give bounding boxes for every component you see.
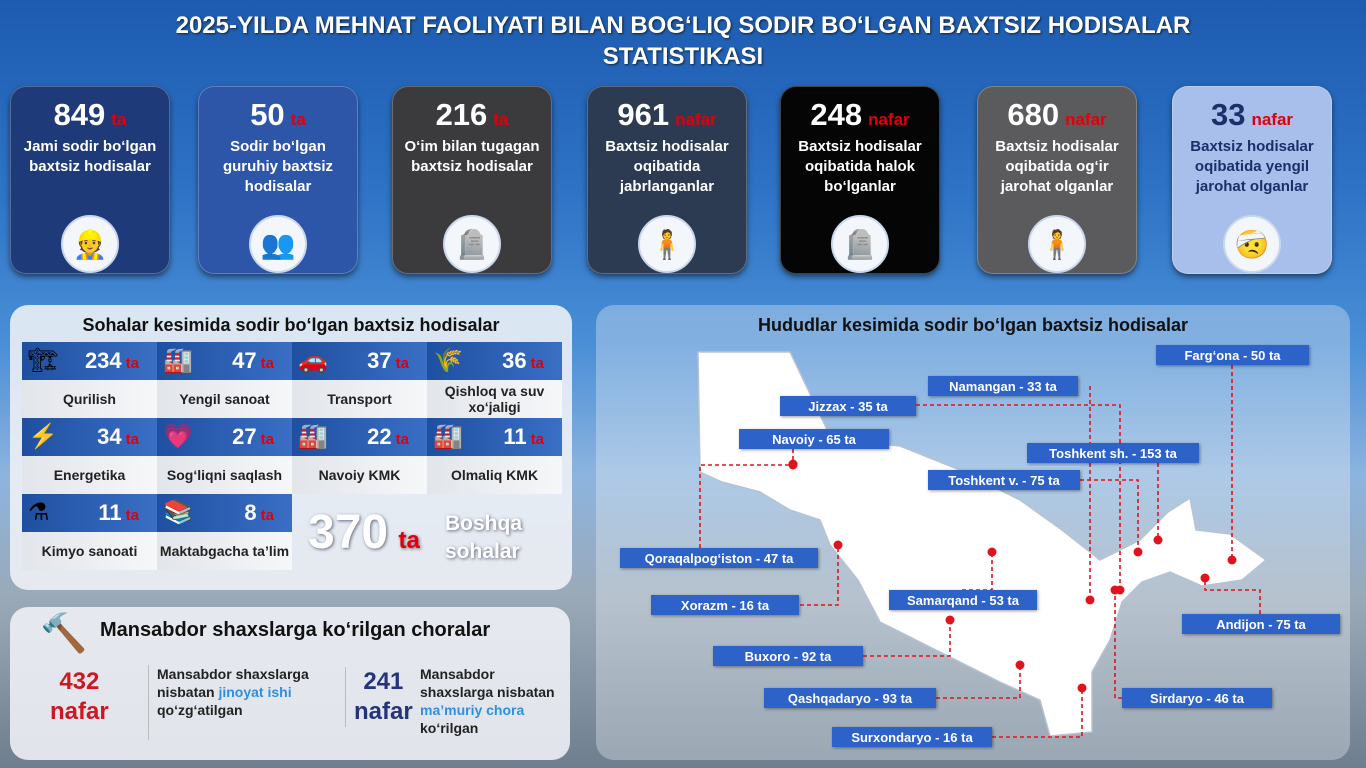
region-dot [945,615,955,625]
region-leader-line [992,688,1083,738]
factory-icon: 🏭 [163,347,193,374]
page-title: 2025-YILDA MEHNAT FAOLIYATI BILAN BOG‘LI… [175,12,1191,70]
chemistry-icon: ⚗ [28,499,50,526]
stat-card: 248 nafar Baxtsiz hodisalar oqibatida hal… [780,86,940,274]
criminal-desc: Mansabdor shaxslarga nisbatan jinoyat is… [148,665,338,740]
worker-icon: 👷 [61,215,119,273]
region-leader-line [936,665,1021,699]
books-icon: 📚 [163,499,193,526]
energy-icon: ⚡ [28,423,58,450]
other-sectors-label: Boshqa sohalar [445,512,523,563]
stat-card: 961 nafar Baxtsiz hodisalar oqibatida jab… [587,86,747,274]
crane-icon: 🏗 [28,347,59,374]
region-dot [1110,585,1120,595]
region-dot [1200,573,1210,583]
regions-title: Hududlar kesimida sodir bo‘lgan baxtsiz … [757,315,1189,335]
region-dot [1077,683,1087,693]
sector-tile: 📚 8 ta Maktabgacha ta’lim [157,494,292,570]
sector-tile: ⚗ 11 ta Kimyo sanoati [22,494,157,570]
region-dot [1085,595,1095,605]
sector-tile: 🏭 47 ta Yengil sanoat [157,342,292,418]
injured-person-icon: 🧍 [638,215,696,273]
stat-card: 216 ta O‘im bilan tugagan baxtsiz hodisal… [392,86,552,274]
measures-title: Mansabdor shaxslarga ko‘rilgan choralar [100,619,491,641]
region-label: Andijon - 75 ta [1182,614,1340,634]
region-leader-line [1080,479,1139,552]
injured-person-icon: 🧍 [1028,215,1086,273]
car-icon: 🚗 [298,347,328,374]
region-label: Sirdaryo - 46 ta [1122,688,1272,708]
group-icon: 👥 [249,215,307,273]
sector-tile: 🏭 11 ta Olmaliq KMK [427,418,562,494]
other-sectors: 370 ta [308,506,420,559]
admin-count: 241 nafar [345,667,413,727]
plant-icon: 🏭 [298,423,328,450]
health-icon: 💗 [163,423,193,450]
region-label: Jizzax - 35 ta [780,396,916,416]
region-dot [1015,660,1025,670]
sector-tile: 💗 27 ta Sog‘liqni saqlash [157,418,292,494]
farm-icon: 🌾 [433,347,463,374]
region-dot [1153,535,1163,545]
region-label: Buxoro - 92 ta [713,646,863,666]
region-dot [1133,547,1143,557]
criminal-count: 432 nafar [50,668,109,725]
region-label: Navoiy - 65 ta [739,429,889,449]
tombstone-icon: 🪦 [443,215,501,273]
sector-tile: 🚗 37 ta Transport [292,342,427,418]
sector-tile: 🏭 22 ta Navoiy KMK [292,418,427,494]
region-label: Namangan - 33 ta [928,376,1078,396]
sectors-title: Sohalar kesimida sodir bo‘lgan baxtsiz h… [82,315,500,335]
region-label: Xorazm - 16 ta [651,595,799,615]
region-leader-line [1114,590,1122,699]
region-dot [1227,555,1237,565]
stat-card: 33 nafar Baxtsiz hodisalar oqibatida yeng… [1172,86,1332,274]
stat-card: 680 nafar Baxtsiz hodisalar oqibatida og‘… [977,86,1137,274]
stat-card: 849 ta Jami sodir bo‘lgan baxtsiz hodisal… [10,86,170,274]
plant-icon: 🏭 [433,423,463,450]
sectors-panel: Sohalar kesimida sodir bo‘lgan baxtsiz h… [10,305,572,590]
sector-tile: 🌾 36 ta Qishloq va suv xo‘jaligi [427,342,562,418]
sector-tile: 🏗 234 ta Qurilish [22,342,157,418]
region-label: Toshkent sh. - 153 ta [1027,443,1199,463]
region-label: Toshkent v. - 75 ta [928,470,1080,490]
region-dot [987,547,997,557]
bandaged-person-icon: 🤕 [1223,215,1281,273]
sector-tile: ⚡ 34 ta Energetika [22,418,157,494]
region-dot [833,540,843,550]
region-label: Qashqadaryo - 93 ta [764,688,936,708]
gavel-icon: 🔨 [40,613,88,655]
tombstone-icon: 🪦 [831,215,889,273]
region-leader-line [916,404,1121,590]
region-label: Farg‘ona - 50 ta [1156,345,1309,365]
region-label: Qoraqalpog‘iston - 47 ta [620,548,818,568]
admin-desc: Mansabdor shaxslarga nisbatan ma’muriy c… [420,666,555,736]
region-label: Samarqand - 53 ta [889,590,1037,610]
region-leader-line [800,545,839,606]
stat-card: 50 ta Sodir bo‘lgan guruhiy baxtsiz hodis… [198,86,358,274]
region-label: Surxondaryo - 16 ta [832,727,992,747]
region-dot [788,460,798,470]
measures-panel: 🔨 Mansabdor shaxslarga ko‘rilgan chorala… [10,607,570,760]
region-leader-line [863,620,951,657]
region-leader-line [1204,578,1261,614]
